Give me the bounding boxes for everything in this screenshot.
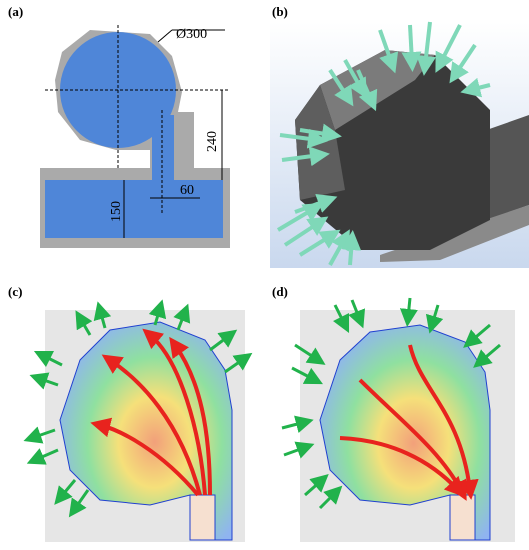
dimension: Ø300 — [176, 27, 207, 42]
panel-b: (b) — [270, 4, 529, 268]
panel-label: (a) — [8, 4, 23, 19]
panel-a: (a) Ø300 240 60 150 — [8, 4, 230, 248]
leader — [157, 29, 173, 43]
inflow-arrows — [281, 297, 501, 510]
stem — [152, 115, 174, 183]
outflow-arrows — [23, 299, 253, 518]
dimension: 150 — [109, 201, 124, 222]
outlet — [189, 494, 216, 541]
panel-d: (d) — [272, 284, 515, 542]
channel — [45, 180, 223, 238]
panel-label: (c) — [8, 284, 22, 299]
panel-label: (b) — [272, 4, 288, 19]
panel-c: (c) — [8, 284, 253, 542]
dimension: 60 — [180, 183, 194, 198]
outlet — [449, 494, 476, 541]
dimension: 240 — [205, 131, 220, 152]
load-arrows — [276, 21, 491, 266]
flow-arrows — [339, 344, 479, 501]
panel-label: (d) — [272, 284, 288, 299]
flow-arrows — [90, 328, 212, 497]
